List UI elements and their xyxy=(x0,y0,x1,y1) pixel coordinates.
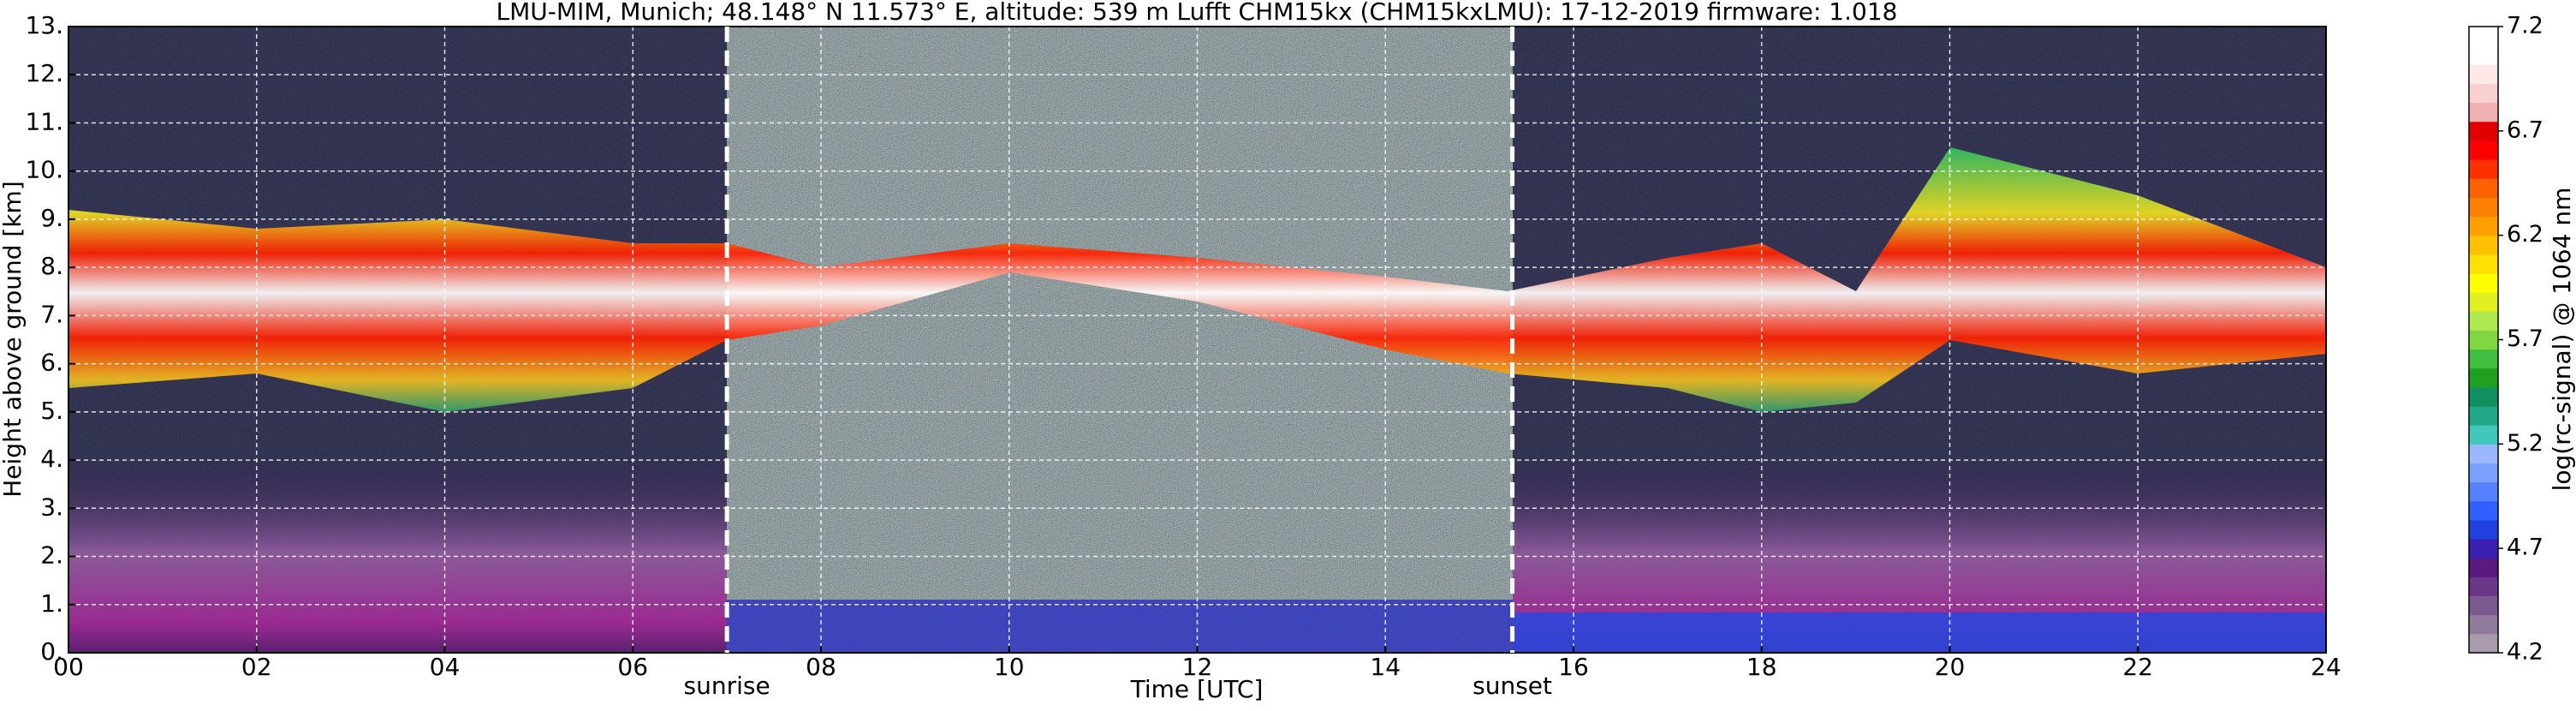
colorbar-segment xyxy=(2469,330,2498,350)
annotation-label: sunrise xyxy=(684,672,770,700)
x-tick-label: 16 xyxy=(1558,653,1589,681)
colorbar-segment xyxy=(2469,197,2498,218)
colorbar-segment xyxy=(2469,386,2498,407)
colorbar-segment xyxy=(2469,45,2498,65)
colorbar-segment xyxy=(2469,121,2498,141)
x-tick-label: 02 xyxy=(241,653,272,681)
y-tick-label: 4. xyxy=(40,445,63,473)
boundary-layer xyxy=(1513,612,2326,653)
colorbar-segment xyxy=(2469,178,2498,198)
colorbar-segment xyxy=(2469,539,2498,559)
colorbar-tick-label: 7.2 xyxy=(2507,13,2543,39)
y-tick-label: 3. xyxy=(40,493,63,521)
x-tick-label: 04 xyxy=(430,653,461,681)
colorbar-segment xyxy=(2469,425,2498,445)
chart-title: LMU-MIM, Munich; 48.148° N 11.573° E, al… xyxy=(497,0,1898,26)
colorbar-segment xyxy=(2469,254,2498,274)
colorbar-segment xyxy=(2469,27,2498,46)
colorbar-segment xyxy=(2469,292,2498,312)
colorbar-segment xyxy=(2469,272,2498,293)
colorbar-segment xyxy=(2469,64,2498,84)
colorbar-segment xyxy=(2469,595,2498,616)
colorbar-tick-label: 6.7 xyxy=(2507,117,2543,143)
y-tick-label: 9. xyxy=(40,204,63,232)
x-tick-label: 24 xyxy=(2311,653,2341,681)
y-tick-label: 10. xyxy=(25,156,63,184)
y-tick-label: 12. xyxy=(25,59,63,87)
colorbar-segment xyxy=(2469,102,2498,122)
colorbar-segment xyxy=(2469,519,2498,540)
x-tick-label: 14 xyxy=(1370,653,1401,681)
colorbar-segment xyxy=(2469,633,2498,654)
colorbar-segment xyxy=(2469,159,2498,179)
colorbar-segment xyxy=(2469,216,2498,236)
colorbar-label: log(rc-signal) @ 1064 nm xyxy=(2548,188,2576,492)
y-tick-label: 0. xyxy=(40,637,63,666)
colorbar-segment xyxy=(2469,140,2498,160)
colorbar-segment xyxy=(2469,406,2498,426)
y-tick-label: 5. xyxy=(40,397,63,425)
y-tick-label: 7. xyxy=(40,300,63,328)
colorbar-segment xyxy=(2469,83,2498,104)
colorbar-segment xyxy=(2469,500,2498,521)
colorbar-segment xyxy=(2469,349,2498,369)
y-tick-label: 2. xyxy=(40,541,63,570)
colorbar-tick-label: 5.7 xyxy=(2507,326,2543,352)
y-tick-label: 8. xyxy=(40,252,63,280)
colorbar-segment xyxy=(2469,444,2498,463)
boundary-layer xyxy=(68,454,727,653)
x-tick-label: 10 xyxy=(994,653,1025,681)
colorbar-segment xyxy=(2469,481,2498,502)
colorbar-tick-label: 4.7 xyxy=(2507,535,2543,561)
colorbar-segment xyxy=(2469,558,2498,577)
colorbar-segment xyxy=(2469,311,2498,331)
x-tick-label: 20 xyxy=(1935,653,1966,681)
colorbar-segment xyxy=(2469,463,2498,483)
colorbar-segment xyxy=(2469,367,2498,388)
x-tick-label: 00 xyxy=(53,653,84,681)
x-axis-label: Time [UTC] xyxy=(1130,675,1264,703)
y-tick-label: 6. xyxy=(40,349,63,377)
colorbar-segment xyxy=(2469,235,2498,255)
x-tick-label: 08 xyxy=(806,653,836,681)
y-tick-label: 11. xyxy=(25,107,63,135)
y-tick-label: 13. xyxy=(25,11,63,39)
colorbar-tick-label: 5.2 xyxy=(2507,430,2543,457)
colorbar-tick-label: 6.2 xyxy=(2507,221,2543,248)
x-tick-label: 18 xyxy=(1746,653,1777,681)
colorbar-segment xyxy=(2469,614,2498,635)
x-tick-label: 22 xyxy=(2122,653,2153,681)
y-axis-label: Height above ground [km] xyxy=(0,181,27,498)
x-tick-label: 06 xyxy=(617,653,648,681)
y-tick-label: 1. xyxy=(40,589,63,618)
colorbar-segment xyxy=(2469,577,2498,597)
annotation-label: sunset xyxy=(1472,672,1552,700)
colorbar-tick-label: 4.2 xyxy=(2507,639,2543,666)
boundary-layer xyxy=(727,600,1513,653)
x-tick-label: 12 xyxy=(1182,653,1213,681)
